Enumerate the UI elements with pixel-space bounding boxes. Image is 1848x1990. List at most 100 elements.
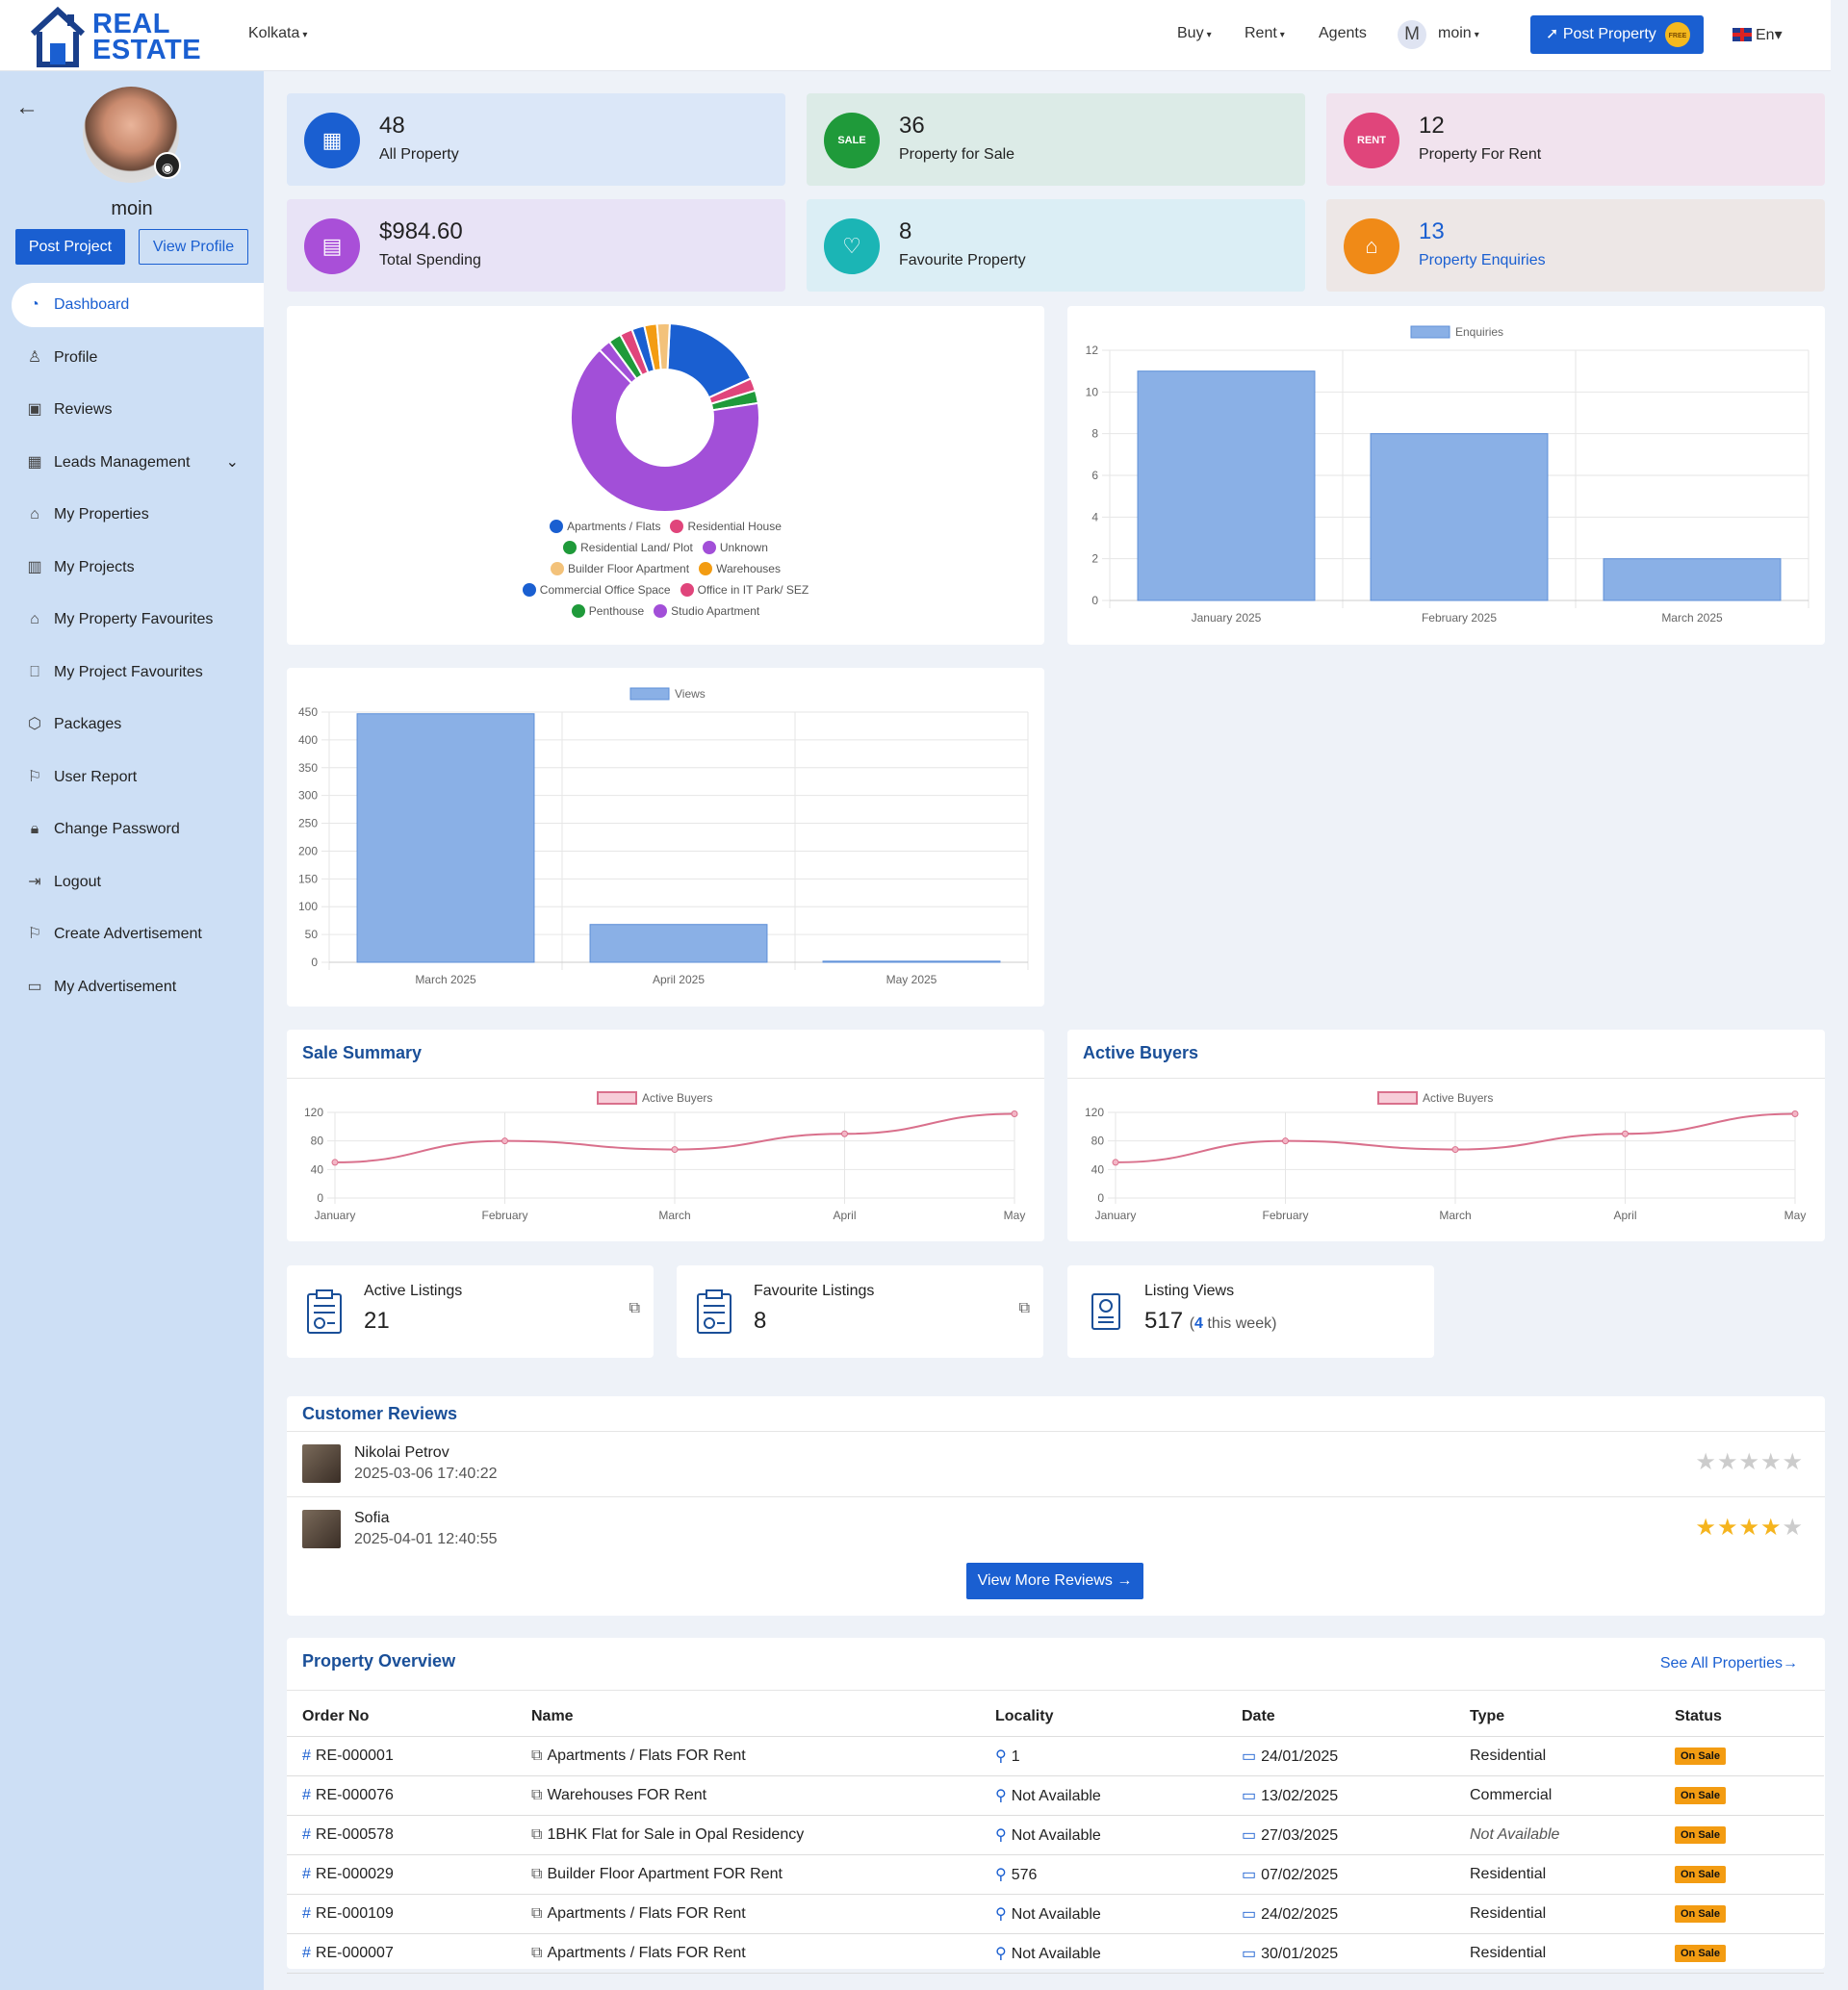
view-more-reviews-button[interactable]: View More Reviews → bbox=[966, 1563, 1143, 1599]
city-dropdown[interactable]: Kolkata ▾ bbox=[248, 25, 307, 42]
data-point[interactable] bbox=[841, 1130, 848, 1137]
stat-card-property-enquiries[interactable]: ⌂ 13 Property Enquiries bbox=[1326, 199, 1825, 292]
data-point[interactable] bbox=[1622, 1130, 1629, 1137]
external-link-icon[interactable]: ⧉ bbox=[1018, 1300, 1030, 1316]
bar[interactable] bbox=[1603, 558, 1782, 601]
sidebar-item-create-advertisement[interactable]: ⚐ Create Advertisement bbox=[12, 912, 264, 957]
sidebar-item-my-project-favourites[interactable]: ⎕ My Project Favourites bbox=[12, 651, 264, 695]
view-profile-button[interactable]: View Profile bbox=[139, 229, 248, 265]
camera-icon[interactable]: ◉ bbox=[154, 152, 181, 179]
nav-buy[interactable]: Buy ▾ bbox=[1177, 25, 1212, 42]
user-avatar[interactable]: M bbox=[1398, 20, 1426, 49]
sidebar-item-my-projects[interactable]: ▥ My Projects bbox=[12, 546, 264, 590]
property-name-link[interactable]: Builder Floor Apartment FOR Rent bbox=[547, 1865, 783, 1882]
user-menu[interactable]: moin ▾ bbox=[1438, 25, 1479, 42]
data-point[interactable] bbox=[1791, 1110, 1799, 1117]
calendar-icon: ▭ bbox=[1242, 1905, 1257, 1923]
legend-item[interactable]: Apartments / Flats bbox=[550, 520, 660, 533]
data-point[interactable] bbox=[501, 1137, 508, 1145]
data-point[interactable] bbox=[1451, 1146, 1459, 1154]
free-badge-text: FREE bbox=[1669, 33, 1687, 39]
stat-card-property-for-sale[interactable]: SALE 36 Property for Sale bbox=[807, 93, 1305, 186]
sidebar-item-change-password[interactable]: 🔒︎ Change Password bbox=[12, 807, 264, 852]
legend-item[interactable]: Penthouse bbox=[571, 604, 644, 618]
sidebar-item-leads-management[interactable]: ▦ Leads Management ⌄ bbox=[12, 441, 264, 485]
property-name-link[interactable]: Apartments / Flats FOR Rent bbox=[547, 1904, 746, 1922]
order-cell: # RE-000029 bbox=[287, 1854, 516, 1895]
external-link-icon[interactable]: ⧉ bbox=[531, 1944, 543, 1961]
sidebar-item-packages[interactable]: ⬡ Packages bbox=[12, 702, 264, 747]
reviewer-avatar bbox=[302, 1444, 341, 1483]
bar[interactable] bbox=[1370, 433, 1549, 601]
nav-agents[interactable]: Agents bbox=[1319, 25, 1367, 42]
pie-slice[interactable] bbox=[570, 348, 760, 513]
logo[interactable]: REAL ESTATE bbox=[29, 5, 202, 68]
calendar-icon: ▭ bbox=[1242, 1826, 1257, 1844]
chevron-down-icon[interactable]: ⌄ bbox=[225, 453, 239, 471]
external-link-icon[interactable]: ⧉ bbox=[531, 1786, 543, 1803]
data-point[interactable] bbox=[1011, 1110, 1018, 1117]
x-tick-label: March bbox=[658, 1209, 690, 1222]
property-name-link[interactable]: 1BHK Flat for Sale in Opal Residency bbox=[547, 1825, 805, 1843]
sidebar-item-my-advertisement[interactable]: ▭ My Advertisement bbox=[12, 965, 264, 1009]
table-row[interactable]: # RE-000001 ⧉ Apartments / Flats FOR Rent ⚲ 1… bbox=[287, 1736, 1824, 1776]
table-row[interactable]: # RE-000007 ⧉ Apartments / Flats FOR Rent ⚲ N… bbox=[287, 1933, 1824, 1974]
legend-item[interactable]: Office in IT Park/ SEZ bbox=[680, 583, 809, 597]
property-name-link[interactable]: Apartments / Flats FOR Rent bbox=[547, 1747, 746, 1764]
stat-card-favourite-property[interactable]: ♡ 8 Favourite Property bbox=[807, 199, 1305, 292]
table-row[interactable]: # RE-000578 ⧉ 1BHK Flat for Sale in Opal Re… bbox=[287, 1815, 1824, 1855]
pie-slice[interactable] bbox=[655, 322, 671, 371]
sidebar-item-reviews[interactable]: ▣ Reviews bbox=[12, 388, 264, 432]
legend-item[interactable]: Residential Land/ Plot bbox=[563, 541, 693, 554]
table-row[interactable]: # RE-000029 ⧉ Builder Floor Apartment FOR R… bbox=[287, 1854, 1824, 1895]
locality-value: Not Available bbox=[1011, 1826, 1101, 1844]
external-link-icon[interactable]: ⧉ bbox=[531, 1747, 543, 1764]
favourite-listings-card[interactable]: Favourite Listings 8 ⧉ bbox=[677, 1265, 1043, 1358]
data-point[interactable] bbox=[1112, 1159, 1119, 1166]
bar[interactable] bbox=[356, 713, 535, 963]
stat-card-property-for-rent[interactable]: RENT 12 Property For Rent bbox=[1326, 93, 1825, 186]
bar[interactable] bbox=[589, 924, 768, 963]
external-link-icon[interactable]: ⧉ bbox=[531, 1904, 543, 1922]
legend-label: Office in IT Park/ SEZ bbox=[697, 583, 809, 597]
sidebar-item-logout[interactable]: ⇥ Logout bbox=[12, 860, 264, 905]
nav-rent[interactable]: Rent ▾ bbox=[1245, 25, 1285, 42]
data-point[interactable] bbox=[671, 1146, 679, 1154]
listing-views-week: (4 this week) bbox=[1190, 1315, 1277, 1332]
x-tick-label: January bbox=[315, 1209, 356, 1222]
legend-item[interactable]: Unknown bbox=[702, 541, 768, 554]
property-name-link[interactable]: Warehouses FOR Rent bbox=[547, 1786, 707, 1803]
active-listings-card[interactable]: Active Listings 21 ⧉ bbox=[287, 1265, 654, 1358]
table-row[interactable]: # RE-000109 ⧉ Apartments / Flats FOR Rent ⚲ N… bbox=[287, 1894, 1824, 1934]
divider bbox=[287, 1496, 1825, 1497]
post-project-button[interactable]: Post Project bbox=[15, 229, 125, 265]
stat-card-all-property[interactable]: ▦ 48 All Property bbox=[287, 93, 785, 186]
legend-item[interactable]: Commercial Office Space bbox=[522, 583, 671, 597]
see-all-properties-link[interactable]: See All Properties→ bbox=[1659, 1655, 1798, 1671]
sidebar-item-profile[interactable]: ♙ Profile bbox=[12, 336, 264, 380]
table-row[interactable]: # RE-000076 ⧉ Warehouses FOR Rent ⚲ Not Avail… bbox=[287, 1775, 1824, 1816]
bar[interactable] bbox=[822, 960, 1001, 963]
external-link-icon[interactable]: ⧉ bbox=[531, 1865, 543, 1882]
legend-item[interactable]: Builder Floor Apartment bbox=[551, 562, 689, 575]
sidebar-item-my-properties[interactable]: ⌂ My Properties bbox=[12, 493, 264, 537]
legend-item[interactable]: Warehouses bbox=[699, 562, 781, 575]
property-name-link[interactable]: Apartments / Flats FOR Rent bbox=[547, 1944, 746, 1961]
sidebar-item-user-report[interactable]: ⚐ User Report bbox=[12, 755, 264, 800]
external-link-icon[interactable]: ⧉ bbox=[629, 1300, 640, 1316]
legend-item[interactable]: Residential House bbox=[670, 520, 782, 533]
stat-card-total-spending[interactable]: ▤ $984.60 Total Spending bbox=[287, 199, 785, 292]
order-number: RE-000076 bbox=[315, 1786, 394, 1803]
back-arrow-icon[interactable]: ← bbox=[15, 94, 38, 120]
review-item: Nikolai Petrov 2025-03-06 17:40:22 ★★★★★ bbox=[287, 1433, 1825, 1498]
sidebar-item-dashboard[interactable]: ◔ Dashboard bbox=[12, 283, 264, 327]
sidebar-item-my-property-favourites[interactable]: ⌂ My Property Favourites bbox=[12, 598, 264, 642]
data-point[interactable] bbox=[331, 1159, 339, 1166]
language-selector[interactable]: En▾ bbox=[1732, 25, 1783, 44]
post-property-button[interactable]: ➚ Post Property FREE bbox=[1530, 15, 1704, 54]
bar[interactable] bbox=[1137, 370, 1316, 601]
legend-item[interactable]: Studio Apartment bbox=[654, 604, 759, 618]
y-tick-label: 100 bbox=[298, 900, 318, 913]
external-link-icon[interactable]: ⧉ bbox=[531, 1825, 543, 1843]
data-point[interactable] bbox=[1282, 1137, 1289, 1145]
